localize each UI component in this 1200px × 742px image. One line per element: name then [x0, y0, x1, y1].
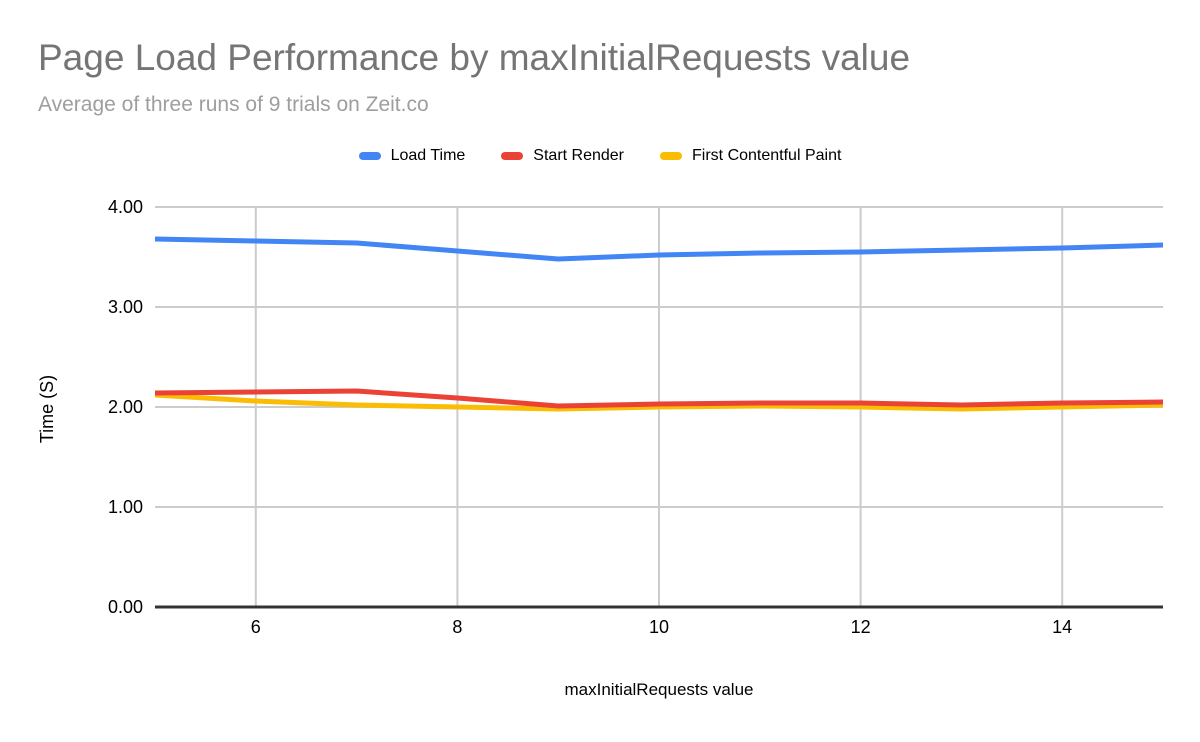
y-axis-title: Time (S)	[37, 374, 57, 444]
legend-label: Start Render	[533, 147, 625, 164]
x-tick-label: 12	[850, 617, 871, 637]
legend-item-start-render: Start Render	[501, 147, 624, 165]
y-tick-label: 3.00	[107, 297, 143, 317]
y-tick-label: 1.00	[107, 497, 143, 517]
chart-title: Page Load Performance by maxInitialReque…	[38, 37, 911, 78]
series-line-start-render	[154, 388, 1164, 409]
x-tick-label: 10	[648, 617, 670, 637]
legend-swatch-icon	[660, 152, 683, 160]
chart-subtitle: Average of three runs of 9 trials on Zei…	[38, 93, 429, 116]
plot-area	[154, 206, 1164, 609]
legend-item-load-time: Load Time	[358, 147, 466, 165]
legend-item-first-contentful-paint: First Contentful Paint	[660, 147, 841, 165]
y-tick-label: 0.00	[107, 597, 143, 617]
x-tick-label: 6	[250, 617, 261, 637]
x-tick-label: 8	[452, 617, 463, 637]
y-tick-label: 4.00	[107, 197, 143, 217]
x-axis-title: maxInitialRequests value	[564, 680, 754, 699]
series-line-first-contentful-paint	[154, 392, 1164, 412]
series-line-load-time	[154, 236, 1164, 262]
legend-label: First Contentful Paint	[692, 147, 842, 164]
y-tick-label: 2.00	[107, 397, 143, 417]
x-tick-label: 14	[1052, 617, 1073, 637]
legend-label: Load Time	[390, 147, 466, 164]
legend: Load Time Start Render First Contentful Pa…	[0, 144, 1200, 168]
legend-swatch-icon	[501, 152, 524, 160]
legend-swatch-icon	[358, 152, 381, 160]
